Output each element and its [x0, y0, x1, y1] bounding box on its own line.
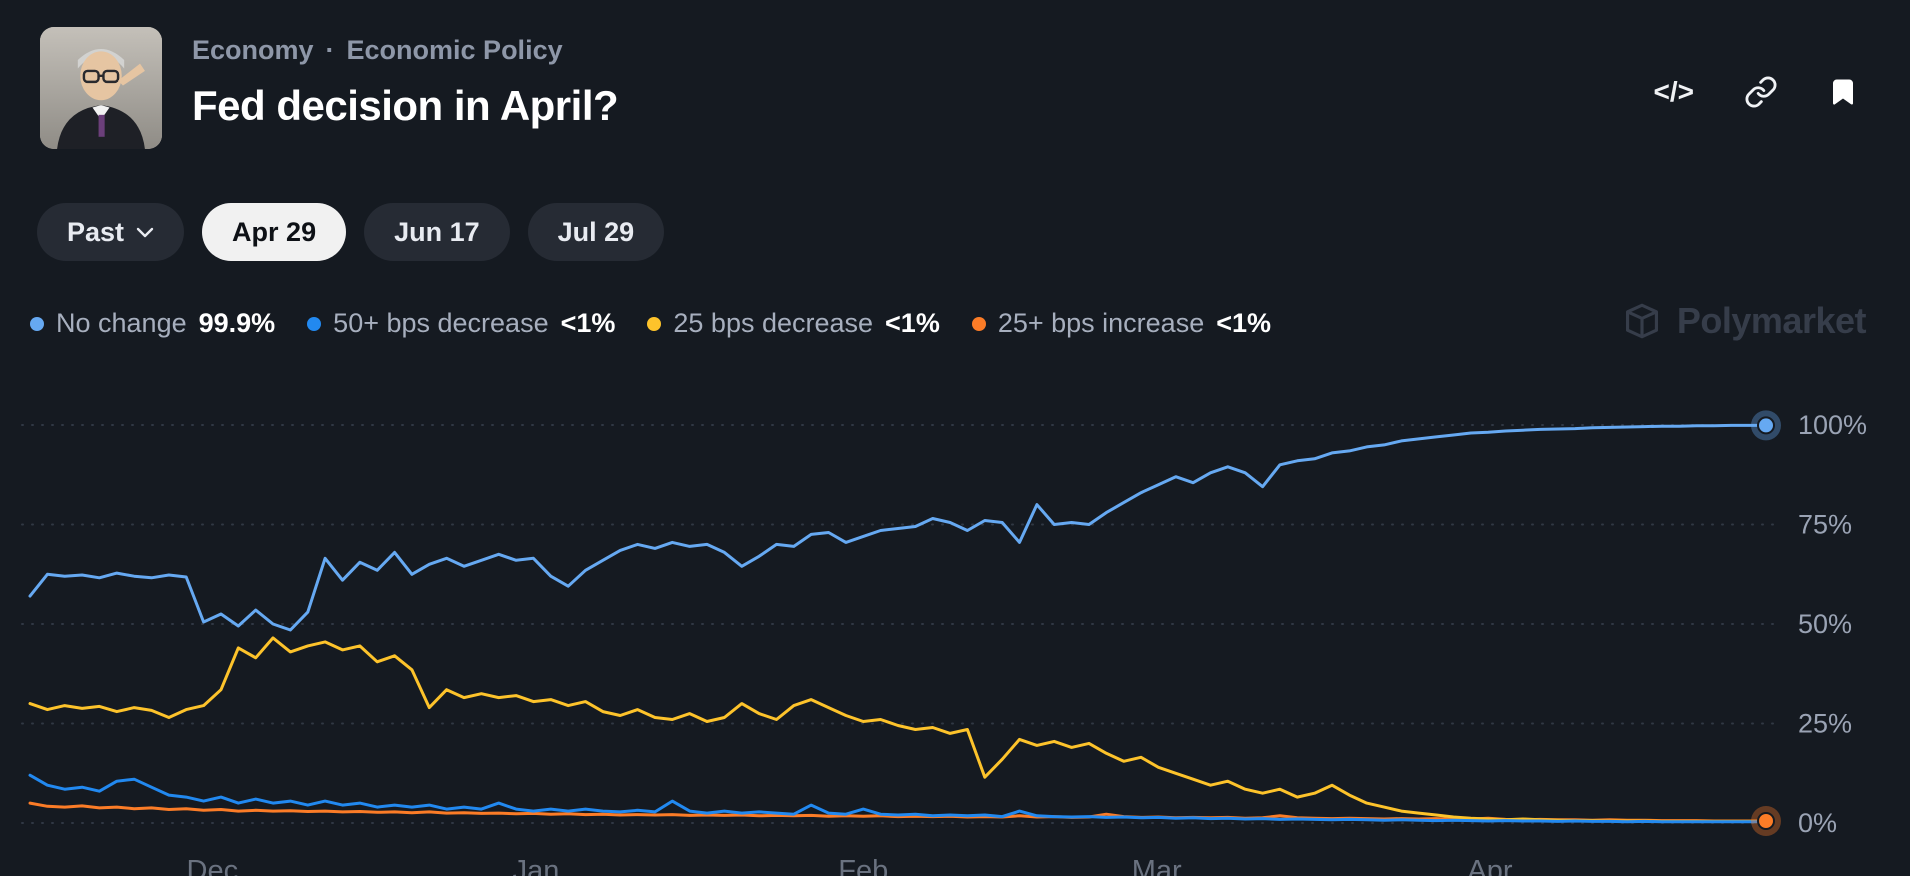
legend-value: <1%: [885, 308, 940, 338]
legend-dot-no-change: [30, 316, 44, 331]
tab-jul-29-label: Jul 29: [557, 216, 635, 247]
legend-value: <1%: [560, 308, 616, 338]
copy-link-icon[interactable]: [1744, 72, 1778, 112]
breadcrumb-economy[interactable]: Economy: [192, 35, 314, 65]
x-tick-label: Apr: [1467, 855, 1512, 876]
series-end-marker: [1757, 812, 1775, 830]
chevron-down-icon: [136, 227, 154, 237]
price-chart[interactable]: 100% 75% 50% 25% 0% Dec Jan Feb Mar Apr: [0, 380, 1910, 876]
tab-apr-29-label: Apr 29: [232, 216, 317, 247]
timeframe-tabs: Past Apr 29 Jun 17 Jul 29: [37, 203, 665, 261]
breadcrumb-economic-policy[interactable]: Economic Policy: [346, 35, 563, 65]
avatar-portrait-illustration: [40, 27, 162, 149]
market-header: Economy · Economic Policy Fed decision i…: [40, 27, 619, 149]
x-tick-label: Mar: [1132, 855, 1182, 876]
y-tick-label: 100%: [1798, 410, 1867, 440]
bookmark-icon[interactable]: [1828, 72, 1858, 112]
tab-jul-29[interactable]: Jul 29: [527, 203, 665, 261]
legend-item-25-bps-decrease[interactable]: 25 bps decrease <1%: [647, 308, 940, 339]
polymarket-watermark-text: Polymarket: [1676, 300, 1867, 341]
page-title: Fed decision in April?: [192, 82, 619, 129]
legend-dot-25-bps-increase: [971, 316, 986, 331]
x-tick-label: Feb: [838, 855, 888, 876]
tab-past-label: Past: [67, 216, 125, 247]
y-tick-label: 75%: [1798, 510, 1852, 540]
legend-label: 25+ bps increase: [997, 308, 1205, 338]
series-path: [28, 636, 1768, 823]
y-tick-label: 50%: [1798, 609, 1852, 639]
y-tick-label: 0%: [1798, 808, 1837, 838]
embed-code-icon[interactable]: </>: [1654, 72, 1694, 112]
embed-code-glyph: </>: [1653, 76, 1694, 107]
legend-value: <1%: [1216, 308, 1272, 338]
legend-item-no-change[interactable]: No change 99.9%: [30, 308, 275, 339]
series-path: [28, 423, 1768, 632]
x-tick-label: Jan: [513, 855, 560, 876]
tab-jun-17[interactable]: Jun 17: [364, 203, 510, 261]
legend-label: No change: [56, 308, 187, 338]
tab-past[interactable]: Past: [37, 203, 185, 261]
market-avatar: [40, 27, 162, 149]
polymarket-logo-icon: [1625, 303, 1658, 339]
tab-jun-17-label: Jun 17: [394, 216, 480, 247]
market-actions: </>: [1654, 72, 1858, 112]
breadcrumb: Economy · Economic Policy: [192, 35, 618, 66]
x-tick-label: Dec: [187, 855, 239, 876]
y-tick-label: 25%: [1798, 709, 1852, 739]
legend-dot-50-bps-decrease: [307, 316, 322, 331]
chart-legend: No change 99.9% 50+ bps decrease <1% 25 …: [30, 308, 1271, 339]
polymarket-watermark: Polymarket: [1621, 300, 1867, 342]
tab-apr-29[interactable]: Apr 29: [202, 203, 347, 261]
legend-label: 25 bps decrease: [673, 308, 874, 338]
legend-value: 99.9%: [198, 308, 276, 338]
legend-item-25-bps-increase[interactable]: 25+ bps increase <1%: [971, 308, 1272, 339]
chart-area: 100% 75% 50% 25% 0% Dec Jan Feb Mar Apr: [0, 380, 1910, 876]
breadcrumb-separator: ·: [325, 35, 335, 65]
series-end-marker: [1757, 416, 1775, 435]
legend-item-50-bps-decrease[interactable]: 50+ bps decrease <1%: [307, 308, 615, 339]
series-path: [28, 773, 1768, 824]
legend-dot-25-bps-decrease: [647, 316, 662, 331]
legend-label: 50+ bps decrease: [333, 308, 549, 338]
